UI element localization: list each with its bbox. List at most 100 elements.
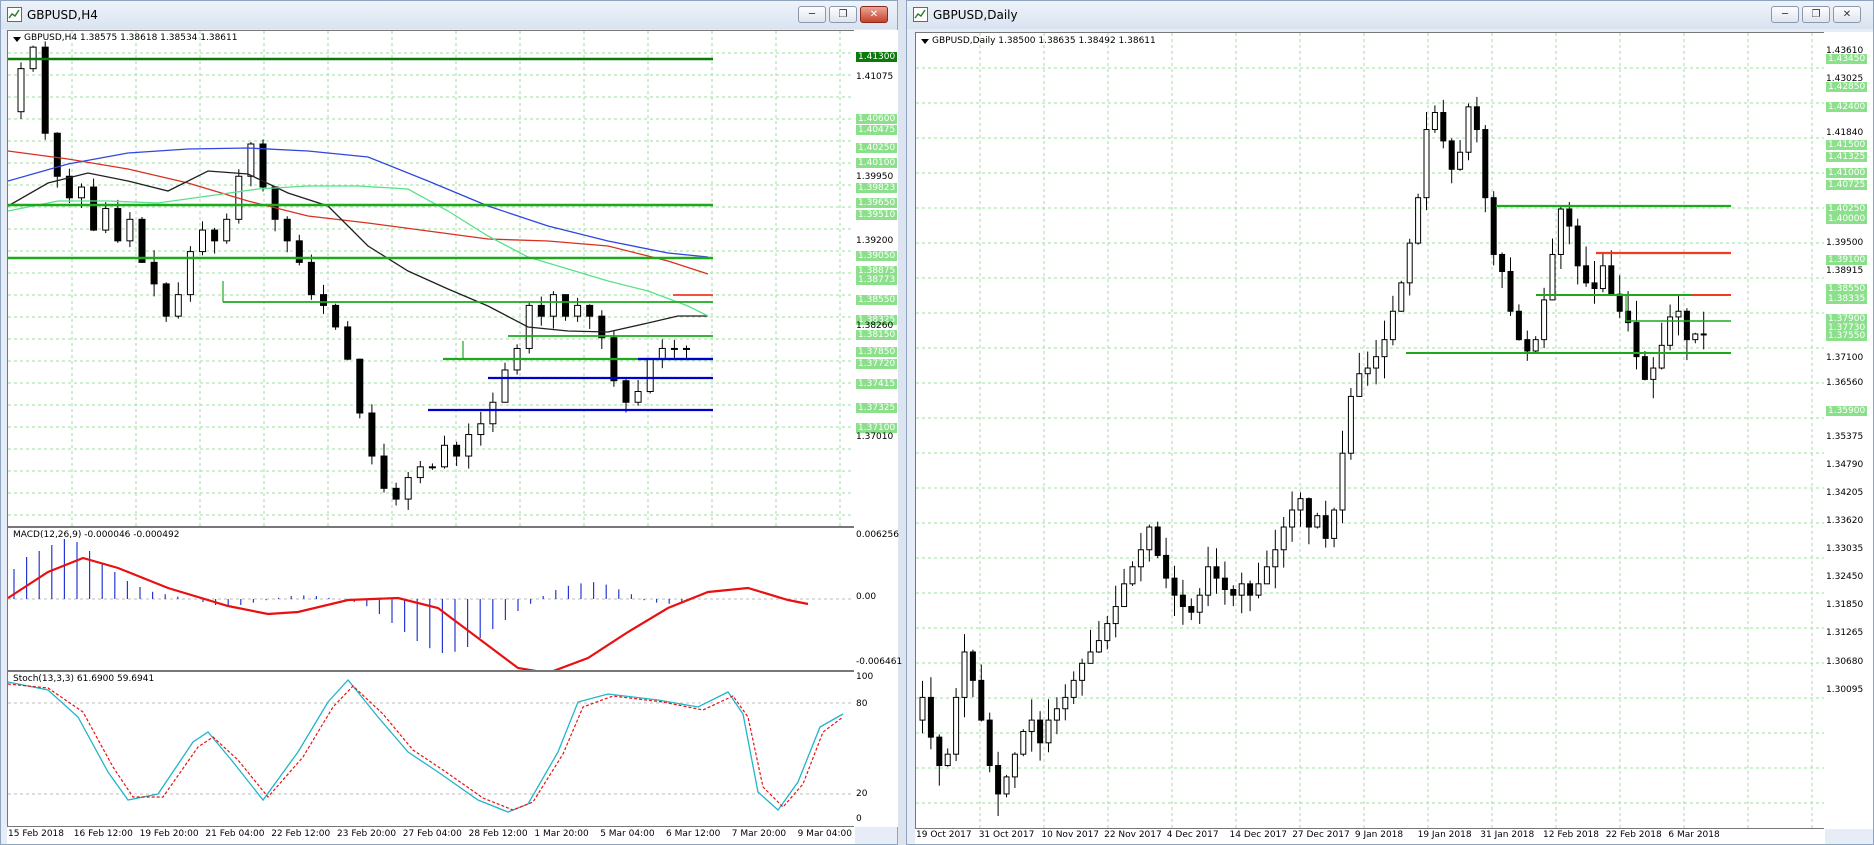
minimize-button[interactable]: ─ <box>1771 6 1799 23</box>
moving-average-black <box>8 170 708 333</box>
candle-body <box>683 347 690 350</box>
candle-body <box>1448 140 1455 170</box>
candle-body <box>1490 197 1497 255</box>
close-button[interactable]: ✕ <box>1833 6 1861 23</box>
candle-body <box>1457 151 1464 170</box>
price-axis[interactable]: 1.43610 1.43450 1.43025 1.42850 1.42400 1.418… <box>1824 32 1873 829</box>
candle-body <box>670 347 678 350</box>
candle-body <box>416 466 424 479</box>
time-label: 23 Feb 20:00 <box>337 829 397 839</box>
time-axis[interactable]: 15 Feb 2018 16 Feb 12:00 19 Feb 20:00 21 Fe… <box>7 827 855 844</box>
candle-body <box>1112 606 1119 625</box>
candle-body <box>1163 554 1170 579</box>
candle-body <box>404 477 412 500</box>
macd-pane[interactable]: MACD(12,26,9) -0.000046 -0.000492 <box>7 527 855 671</box>
price-pane[interactable]: GBPUSD,H4 1.38575 1.38618 1.38534 1.3861… <box>7 30 855 527</box>
restore-button[interactable]: ❐ <box>829 6 857 23</box>
price-label: 1.38915 <box>1826 266 1864 276</box>
stochastic-signal-line <box>8 683 844 811</box>
candle-body <box>1616 293 1623 312</box>
price-label: 1.41300 <box>856 52 898 62</box>
stochastic-pane[interactable]: Stoch(13,3,3) 61.6900 59.6941 <box>7 671 855 827</box>
candle-body <box>1364 367 1371 375</box>
macd-signal-line <box>8 556 809 670</box>
candle-body <box>1297 498 1304 511</box>
price-label: 1.39650 <box>856 198 898 208</box>
price-label: 1.43450 <box>1826 54 1868 64</box>
price-label: 1.39510 <box>856 210 898 220</box>
price-label: 1.40000 <box>1826 214 1868 224</box>
candle-body <box>356 358 364 414</box>
title-bar[interactable]: GBPUSD,Daily ─ ❐ ✕ <box>907 1 1873 29</box>
price-label: 1.37550 <box>1826 331 1868 341</box>
candle-body <box>622 380 630 403</box>
dropdown-triangle-icon[interactable] <box>920 37 930 47</box>
candle-body <box>927 696 934 738</box>
price-label: 1.36560 <box>1826 378 1864 388</box>
price-label: 1.37100 <box>1826 353 1864 363</box>
candle-body <box>1289 509 1296 528</box>
time-axis[interactable]: 19 Oct 2017 31 Oct 2017 10 Nov 2017 22 Nov … <box>915 829 1825 844</box>
candle-body <box>1423 129 1430 199</box>
price-label: 1.38335 <box>1826 294 1868 304</box>
candle-body <box>441 444 448 468</box>
candle-body <box>1280 526 1287 551</box>
candle-body <box>646 358 654 392</box>
price-axis[interactable]: 1.41300 1.41075 1.40600 1.40475 1.40250 1.401… <box>854 30 898 527</box>
close-button[interactable]: ✕ <box>860 6 888 23</box>
price-label: 1.38550 <box>856 295 898 305</box>
time-label: 21 Feb 04:00 <box>205 829 265 839</box>
candle-body <box>1087 651 1094 664</box>
minimize-button[interactable]: ─ <box>798 6 826 23</box>
candle-body <box>1507 271 1514 312</box>
candle-body <box>223 218 231 242</box>
candle-body <box>1574 225 1581 267</box>
time-label: 7 Mar 20:00 <box>731 829 787 839</box>
candle-body <box>1641 356 1648 380</box>
candle-body <box>953 696 960 755</box>
candle-body <box>1003 776 1010 795</box>
candle-body <box>1146 526 1153 551</box>
candle-body <box>1213 566 1220 579</box>
time-label: 10 Nov 2017 <box>1041 830 1100 840</box>
daily-chart-window[interactable]: GBPUSD,Daily ─ ❐ ✕ GBPUSD,Daily 1.38500 … <box>906 0 1874 845</box>
price-label: 1.41840 <box>1826 128 1864 138</box>
candle-body <box>174 294 182 317</box>
candle-body <box>1431 112 1438 131</box>
candle-body <box>1700 333 1707 336</box>
price-label: 1.40725 <box>1826 180 1868 190</box>
price-label: 1.41500 <box>1826 140 1868 150</box>
dropdown-triangle-icon[interactable] <box>12 35 22 45</box>
price-label: 1.33620 <box>1826 516 1864 526</box>
candle-body <box>1658 344 1665 369</box>
time-label: 6 Mar 2018 <box>1668 830 1720 840</box>
stochastic-axis[interactable]: 100 80 20 0 <box>854 671 898 827</box>
candle-body <box>150 261 158 285</box>
macd-axis[interactable]: 0.006256 0.00 -0.006461 <box>854 527 902 671</box>
price-chart <box>8 41 713 510</box>
price-label: 1.38260 <box>856 321 894 331</box>
window-title: GBPUSD,H4 <box>27 8 98 22</box>
price-pane[interactable]: GBPUSD,Daily 1.38500 1.38635 1.38492 1.3… <box>915 32 1825 829</box>
restore-button[interactable]: ❐ <box>1802 6 1830 23</box>
price-label: 1.40600 <box>856 114 898 124</box>
time-label: 9 Mar 04:00 <box>797 829 852 839</box>
candle-body <box>1104 623 1111 642</box>
candle-body <box>1095 640 1102 653</box>
window-title: GBPUSD,Daily <box>933 8 1018 22</box>
title-bar[interactable]: GBPUSD,H4 ─ ❐ ✕ <box>1 1 897 29</box>
candle-body <box>1415 197 1422 244</box>
candle-body <box>247 143 255 177</box>
price-label: 1.42850 <box>1826 82 1868 92</box>
h4-chart-window[interactable]: GBPUSD,H4 ─ ❐ ✕ GBPUSD,H4 1.38575 1.3861… <box>0 0 902 845</box>
candle-body <box>1230 589 1237 596</box>
price-label: 1.34790 <box>1826 460 1864 470</box>
candle-body <box>1406 242 1413 284</box>
candle-body <box>211 229 219 242</box>
candle-body <box>919 696 926 721</box>
candle-body <box>1683 310 1690 341</box>
candle-body <box>1373 356 1380 369</box>
time-label: 31 Jan 2018 <box>1480 830 1535 840</box>
candle-body <box>1263 566 1270 585</box>
time-label: 1 Mar 20:00 <box>534 829 589 839</box>
